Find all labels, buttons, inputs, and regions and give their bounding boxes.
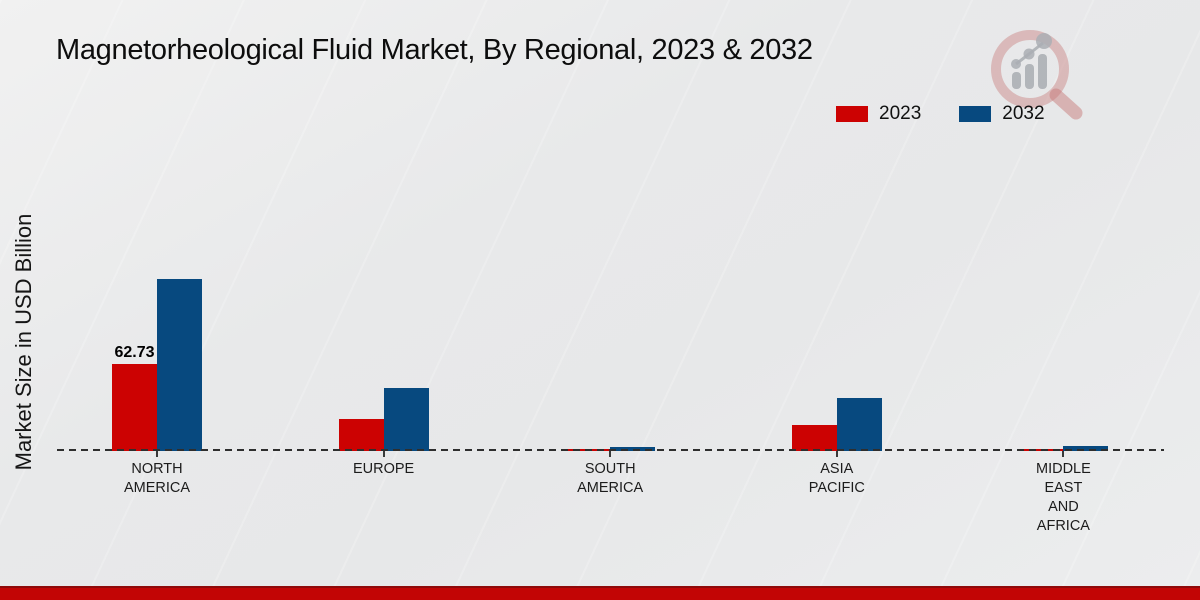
- chart-title: Magnetorheological Fluid Market, By Regi…: [56, 34, 813, 66]
- bar-2023-asia-pacific: [791, 425, 837, 451]
- bar-2032-middle-east-and-africa: [1063, 446, 1109, 451]
- magnifier-handle-icon: [1049, 88, 1083, 120]
- category-label-middle-east-and-africa: MIDDLE EAST AND AFRICA: [1035, 461, 1091, 534]
- x-axis-baseline: [57, 449, 1164, 451]
- x-axis-tick-europe: [382, 451, 385, 457]
- legend-swatch-2032: [959, 106, 992, 122]
- logo-trend-dots-icon: [1011, 33, 1052, 69]
- data-label-2023-north-america: 62.73: [114, 344, 155, 361]
- bar-2023-north-america: [112, 364, 157, 451]
- bar-2032-north-america: [157, 279, 202, 451]
- magnifier-ring-icon: [991, 30, 1069, 108]
- legend: 2023 2032: [836, 103, 1045, 125]
- legend-swatch-2023: [836, 106, 868, 122]
- bar-2023-europe: [338, 419, 384, 451]
- category-label-asia-pacific: ASIA PACIFIC: [808, 461, 865, 496]
- logo-bars-icon: [1012, 54, 1047, 89]
- category-label-north-america: NORTH AMERICA: [123, 461, 191, 496]
- legend-label-2032: 2032: [1002, 103, 1045, 124]
- footer-accent-bar: [0, 586, 1200, 600]
- legend-label-2023: 2023: [879, 103, 922, 124]
- category-label-south-america: SOUTH AMERICA: [577, 461, 644, 496]
- bar-2032-asia-pacific: [836, 398, 882, 451]
- legend-item-2023: 2023: [836, 103, 921, 125]
- bar-2032-europe: [383, 388, 429, 451]
- market-research-future-logo-watermark: [991, 30, 1083, 120]
- x-axis-tick-north-america: [156, 451, 158, 457]
- x-axis-tick-asia-pacific: [835, 451, 838, 457]
- category-label-europe: EUROPE: [352, 461, 415, 477]
- legend-item-2032: 2032: [959, 103, 1045, 125]
- x-axis-tick-south-america: [609, 451, 612, 457]
- x-axis-tick-middle-east-and-africa: [1062, 451, 1065, 457]
